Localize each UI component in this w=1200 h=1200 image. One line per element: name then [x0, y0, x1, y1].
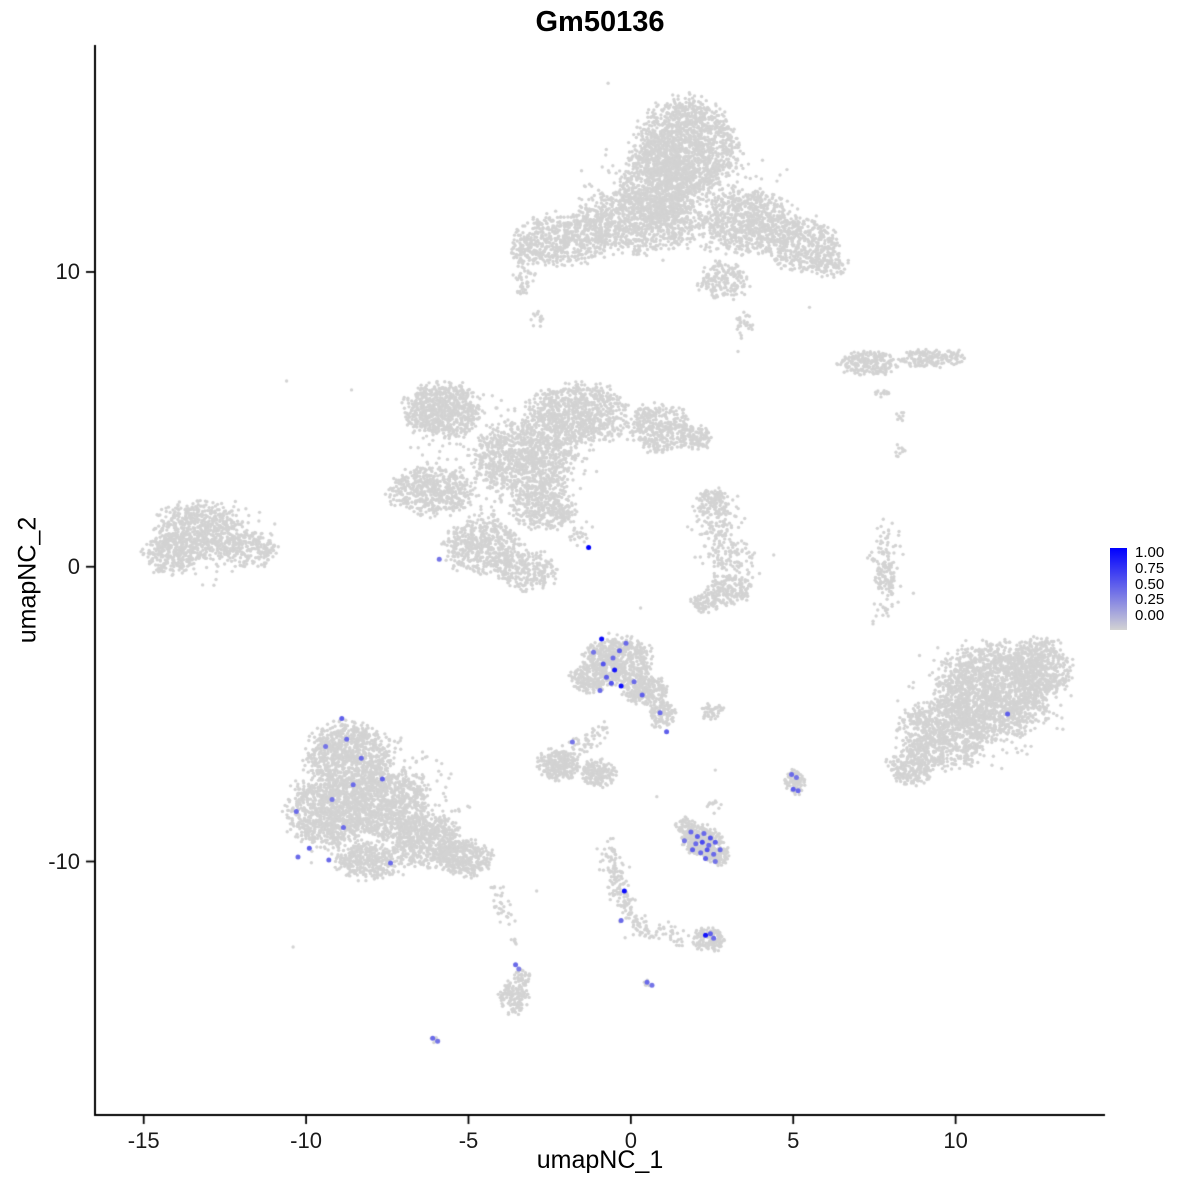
x-tick-label: -5	[458, 1128, 479, 1153]
x-tick-label: -10	[290, 1128, 322, 1153]
y-tick-label: -10	[48, 848, 80, 874]
y-tick-label: 0	[67, 553, 80, 579]
y-tick-label: 10	[55, 258, 80, 284]
legend-label: 1.00	[1135, 544, 1165, 561]
legend-label: 0.00	[1135, 607, 1165, 625]
x-axis-title: umapNC_1	[536, 1146, 664, 1174]
legend-label: 0.50	[1135, 575, 1165, 593]
x-tick-label: -15	[127, 1128, 160, 1153]
x-tick-label: 10	[943, 1128, 968, 1153]
legend-label: 0.75	[1135, 559, 1165, 577]
legend-labels: 1.00 0.75 0.50 0.25 0.00	[1135, 545, 1164, 624]
legend-gradient-bar	[1110, 548, 1127, 630]
legend-label: 0.25	[1135, 591, 1165, 609]
y-axis-title: umapNC_2	[13, 516, 42, 644]
x-tick-label: 5	[787, 1128, 800, 1153]
x-tick-label: 0	[624, 1128, 637, 1153]
plot-title: Gm50136	[535, 6, 665, 38]
